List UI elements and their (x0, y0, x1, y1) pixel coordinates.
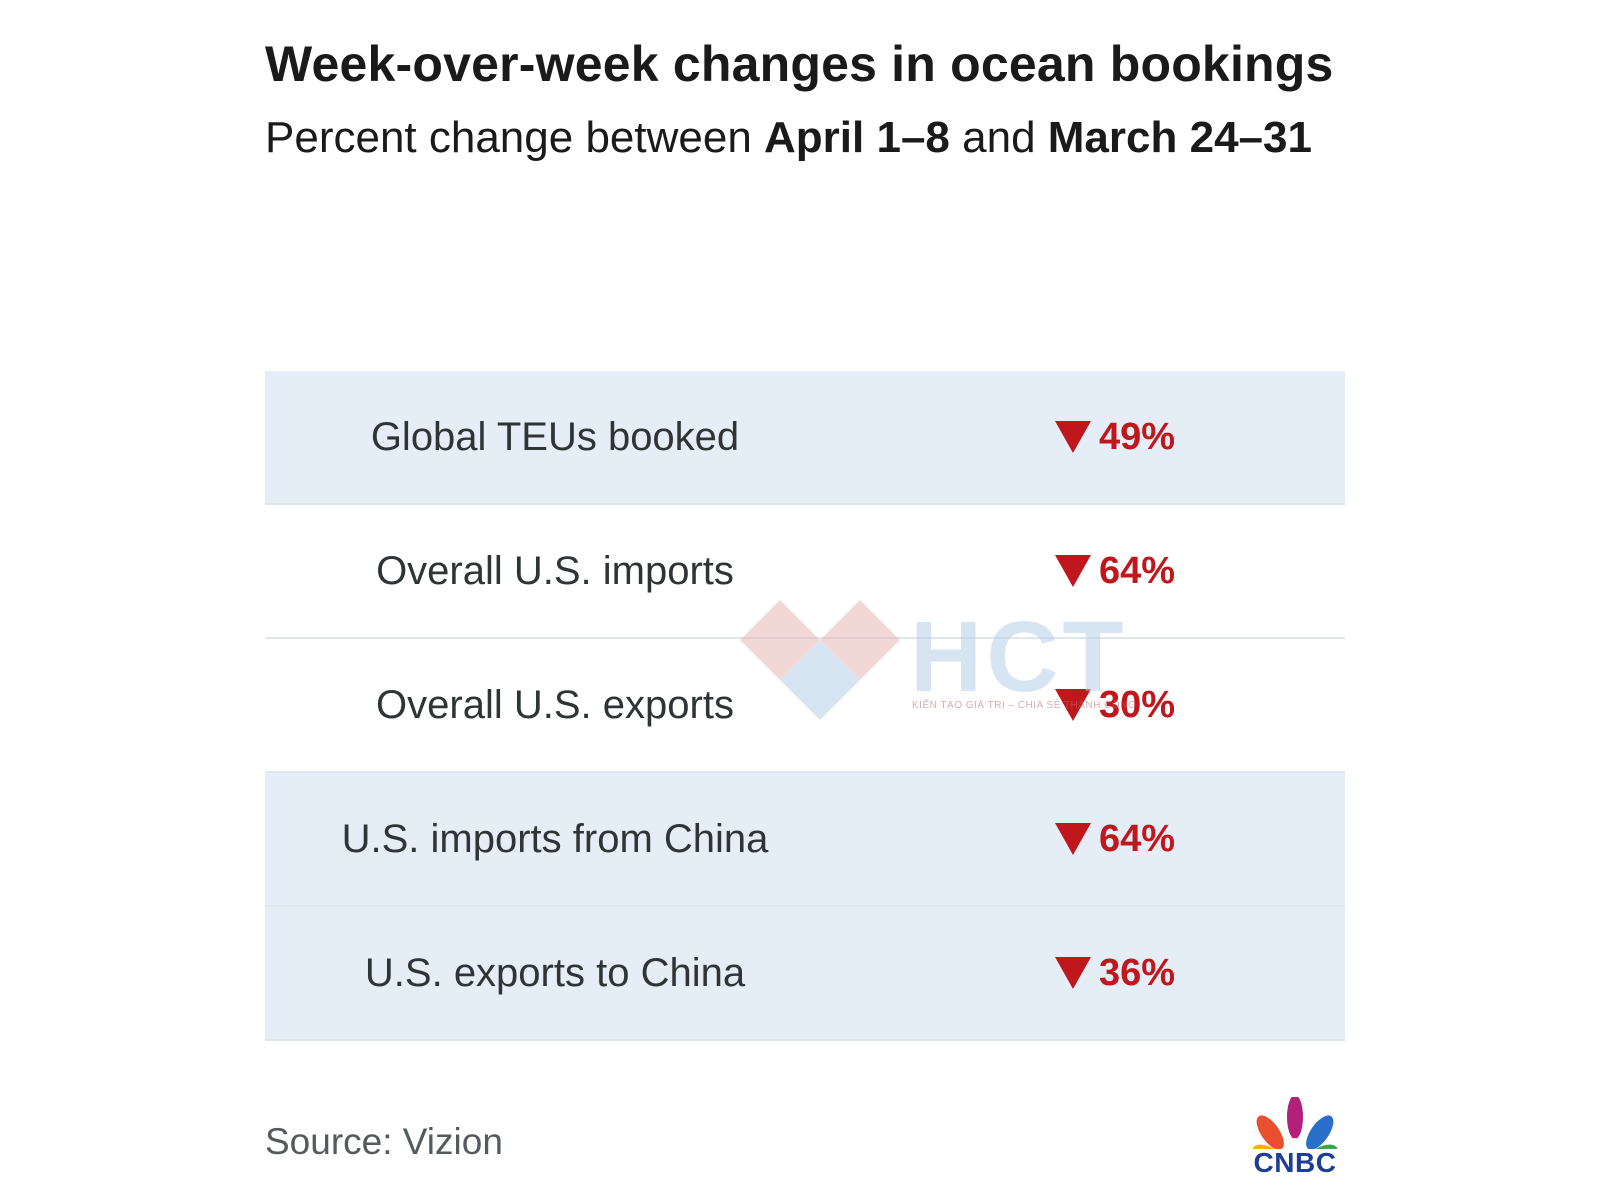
chart-title: Week-over-week changes in ocean bookings (265, 36, 1334, 92)
percent-change: 64% (1099, 817, 1176, 860)
logo-text: CNBC (1253, 1147, 1337, 1178)
down-triangle-icon (1055, 689, 1091, 721)
table-row: Overall U.S. exports 30% (265, 639, 1345, 773)
chart-subtitle: Percent change between April 1–8 and Mar… (265, 109, 1345, 166)
row-label: Global TEUs booked (370, 414, 740, 459)
percent-change: 30% (1099, 683, 1176, 726)
row-value: 49% (1055, 416, 1175, 459)
data-table: Global TEUs booked 49% Overall U.S. import… (265, 371, 1345, 1041)
source-note: Source: Vizion (265, 1121, 503, 1162)
row-label: Overall U.S. exports (376, 682, 734, 727)
row-value: 64% (1055, 818, 1175, 861)
percent-change: 49% (1099, 415, 1176, 458)
down-triangle-icon (1055, 555, 1091, 587)
row-value: 30% (1055, 684, 1175, 727)
row-label: Overall U.S. imports (376, 548, 734, 593)
table-row: Global TEUs booked 49% (265, 371, 1345, 505)
peacock-icon (1252, 1095, 1338, 1182)
subtitle-middle: and (949, 113, 1048, 162)
row-label: U.S. exports to China (364, 950, 746, 995)
row-label: U.S. imports from China (341, 816, 769, 861)
down-triangle-icon (1055, 823, 1091, 855)
subtitle-period-1: April 1–8 (764, 113, 950, 162)
table-row: U.S. imports from China 64% (265, 773, 1345, 907)
row-value: 36% (1055, 952, 1175, 995)
percent-change: 64% (1099, 549, 1176, 592)
chart-header: Week-over-week changes in ocean bookings… (265, 28, 1345, 166)
down-triangle-icon (1055, 957, 1091, 989)
cnbc-peacock-logo: CNBC (1245, 1095, 1345, 1182)
down-triangle-icon (1055, 421, 1091, 453)
table-row: Overall U.S. imports 64% (265, 505, 1345, 639)
table-row: U.S. exports to China 36% (265, 907, 1345, 1041)
row-value: 64% (1055, 550, 1175, 593)
percent-change: 36% (1099, 951, 1176, 994)
subtitle-prefix: Percent change between (265, 113, 765, 162)
subtitle-period-2: March 24–31 (1047, 113, 1312, 162)
